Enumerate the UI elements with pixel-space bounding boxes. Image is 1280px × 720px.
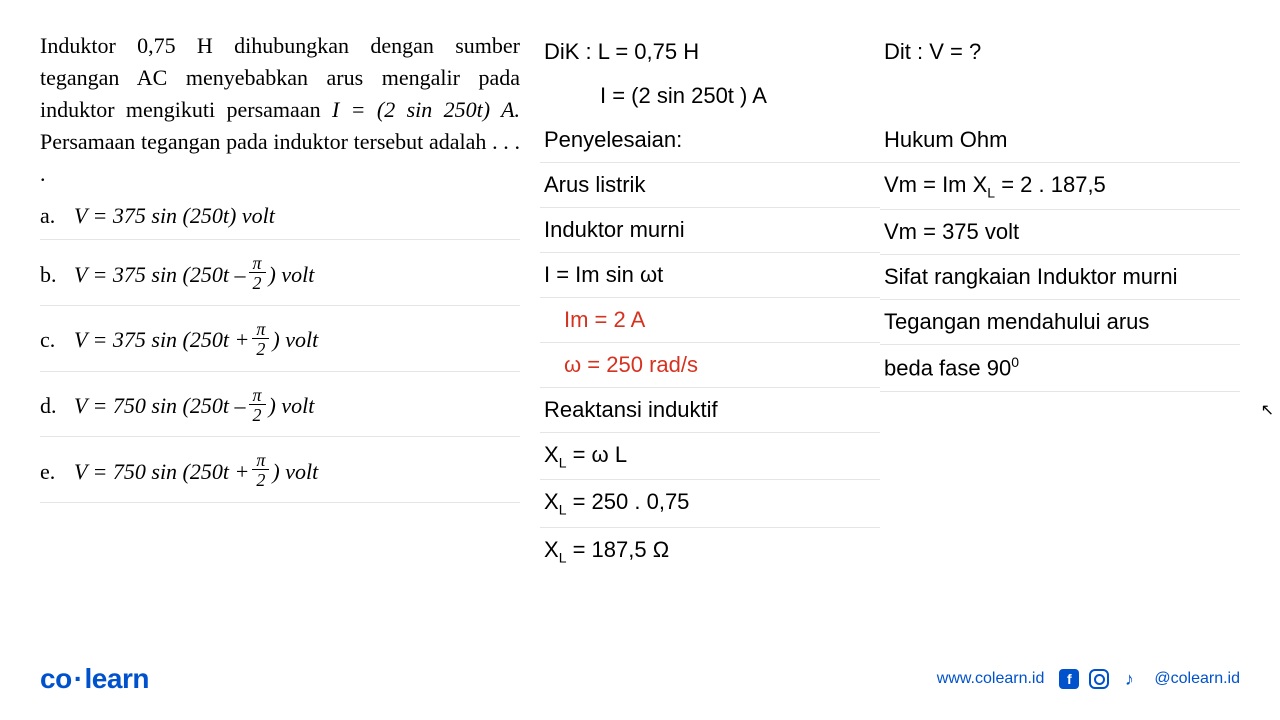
- penyelesaian-title: Penyelesaian:: [540, 118, 880, 163]
- logo-post: learn: [85, 663, 149, 694]
- beda-fase: beda fase 900: [880, 345, 1240, 391]
- omega-value: ω = 250 rad/s: [540, 343, 880, 388]
- social-icons: f ♪: [1058, 668, 1140, 690]
- logo-dot: ·: [74, 663, 83, 694]
- footer-url: www.colearn.id: [937, 670, 1045, 688]
- footer-right: www.colearn.id f ♪ @colearn.id: [937, 668, 1240, 690]
- im-value: Im = 2 A: [540, 298, 880, 343]
- xl-formula: XL = ω L: [540, 433, 880, 480]
- tiktok-icon: ♪: [1118, 668, 1140, 690]
- logo-pre: co: [40, 663, 72, 694]
- option-c-frac: π2: [252, 320, 269, 361]
- option-a-text: V = 375 sin (250t) volt: [74, 203, 275, 229]
- option-b-pre: V = 375 sin (250t –: [74, 262, 246, 288]
- tegangan-mendahului: Tegangan mendahului arus: [880, 300, 1240, 345]
- option-e-label: e.: [40, 459, 74, 485]
- problem-line1: Induktor 0,75 H dihubungkan dengan sumbe…: [40, 33, 520, 58]
- hukum-ohm: Hukum Ohm: [880, 118, 1240, 163]
- option-d: d. V = 750 sin (250t – π2 ) volt: [40, 386, 520, 438]
- option-e-frac: π2: [252, 451, 269, 492]
- spacer: [880, 74, 1240, 118]
- arus-listrik: Arus listrik: [540, 163, 880, 208]
- cursor-icon: ↖: [1261, 400, 1274, 420]
- option-d-pre: V = 750 sin (250t –: [74, 393, 246, 419]
- option-c: c. V = 375 sin (250t + π2 ) volt: [40, 320, 520, 372]
- dik-line: DiK : L = 0,75 H: [540, 30, 880, 74]
- i-im-sin: I = Im sin ωt: [540, 253, 880, 298]
- options-list: a. V = 375 sin (250t) volt b. V = 375 si…: [40, 203, 520, 502]
- problem-line3: induktor mengikuti persamaan: [40, 97, 332, 122]
- vm-result: Vm = 375 volt: [880, 210, 1240, 255]
- problem-column: Induktor 0,75 H dihubungkan dengan sumbe…: [40, 30, 540, 574]
- option-a: a. V = 375 sin (250t) volt: [40, 203, 520, 240]
- option-d-post: ) volt: [269, 393, 315, 419]
- problem-eq: I = (2 sin 250t) A.: [332, 97, 520, 122]
- option-c-label: c.: [40, 327, 74, 353]
- option-a-label: a.: [40, 203, 74, 229]
- instagram-icon: [1088, 668, 1110, 690]
- xl-calc: XL = 250 . 0,75: [540, 480, 880, 527]
- option-b-frac: π2: [249, 254, 266, 295]
- vm-formula: Vm = Im XL = 2 . 187,5: [880, 163, 1240, 210]
- induktor-murni: Induktor murni: [540, 208, 880, 253]
- sifat-rangkaian: Sifat rangkaian Induktor murni: [880, 255, 1240, 300]
- option-e: e. V = 750 sin (250t + π2 ) volt: [40, 451, 520, 503]
- footer-handle: @colearn.id: [1154, 670, 1240, 688]
- option-b: b. V = 375 sin (250t – π2 ) volt: [40, 254, 520, 306]
- reaktansi: Reaktansi induktif: [540, 388, 880, 433]
- dit-line: Dit : V = ?: [880, 30, 1240, 74]
- xl-result: XL = 187,5 Ω: [540, 528, 880, 574]
- footer: co·learn www.colearn.id f ♪ @colearn.id: [0, 663, 1280, 695]
- option-c-post: ) volt: [272, 327, 318, 353]
- option-e-pre: V = 750 sin (250t +: [74, 459, 249, 485]
- problem-text: Induktor 0,75 H dihubungkan dengan sumbe…: [40, 30, 520, 189]
- problem-line2: tegangan AC menyebabkan arus mengalir pa…: [40, 65, 520, 90]
- i-equation: I = (2 sin 250t ) A: [540, 74, 880, 118]
- main-content: Induktor 0,75 H dihubungkan dengan sumbe…: [0, 0, 1280, 574]
- problem-line4: Persamaan tegangan pada induktor tersebu…: [40, 129, 423, 154]
- option-e-post: ) volt: [272, 459, 318, 485]
- option-b-post: ) volt: [269, 262, 315, 288]
- option-d-frac: π2: [249, 386, 266, 427]
- logo: co·learn: [40, 663, 149, 695]
- option-b-label: b.: [40, 262, 74, 288]
- facebook-icon: f: [1058, 668, 1080, 690]
- solution-middle-column: DiK : L = 0,75 H I = (2 sin 250t ) A Pen…: [540, 30, 880, 574]
- option-d-label: d.: [40, 393, 74, 419]
- option-c-pre: V = 375 sin (250t +: [74, 327, 249, 353]
- solution-right-column: Dit : V = ? Hukum Ohm Vm = Im XL = 2 . 1…: [880, 30, 1240, 574]
